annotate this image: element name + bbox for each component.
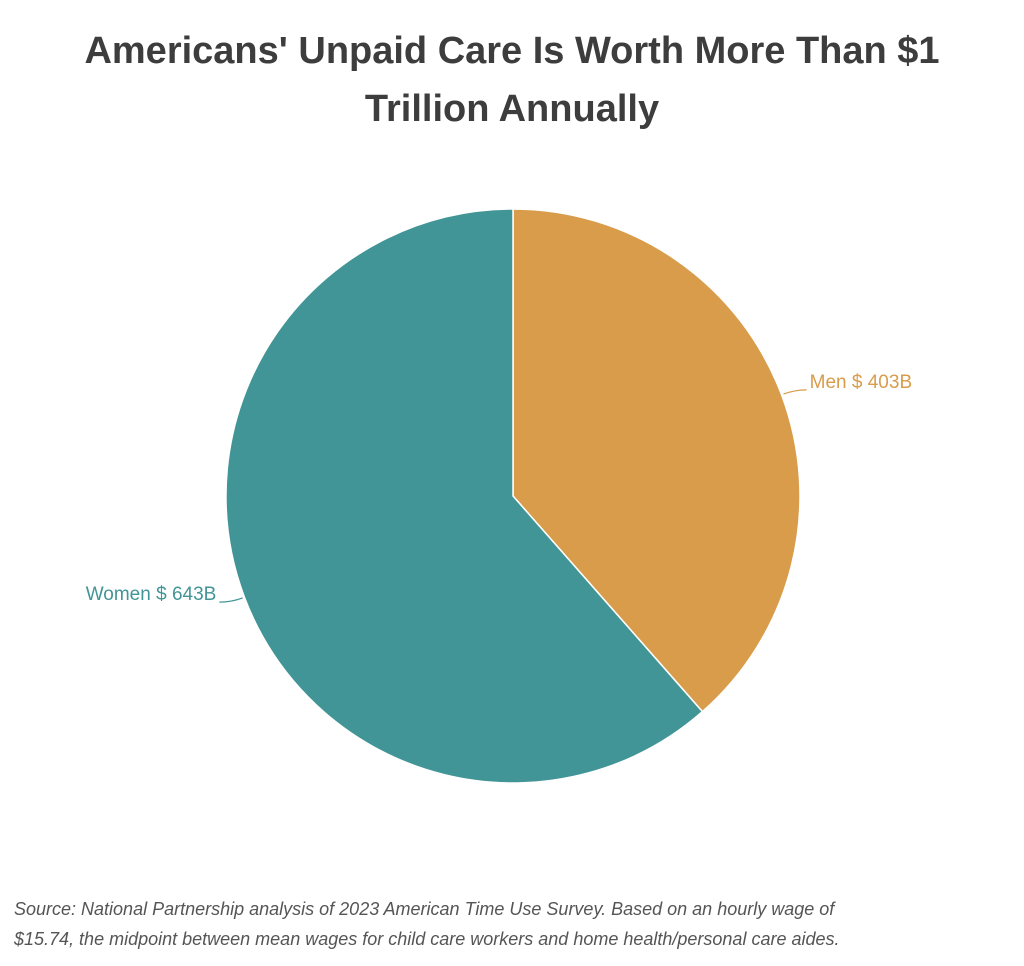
source-note-line-2: $15.74, the midpoint between mean wages … xyxy=(14,929,840,949)
chart-title-line-2: Trillion Annually xyxy=(364,88,660,130)
pie-slice-0 xyxy=(512,208,801,713)
chart-title-line-1: Americans' Unpaid Care Is Worth More Tha… xyxy=(84,30,940,72)
chart-title: Americans' Unpaid Care Is Worth More Tha… xyxy=(0,22,1024,138)
source-note: Source: National Partnership analysis of… xyxy=(14,894,1014,954)
pie-leader-0 xyxy=(783,389,807,395)
pie-leader-1 xyxy=(219,597,243,603)
pie-slice-1 xyxy=(225,208,704,784)
pie-label-0: Men $ 403B xyxy=(810,372,912,393)
pie-label-1: Women $ 643B xyxy=(86,584,217,605)
pie-slices xyxy=(225,208,801,784)
pie-labels: Men $ 403B Women $ 643B xyxy=(86,372,912,605)
source-note-line-1: Source: National Partnership analysis of… xyxy=(14,899,835,919)
